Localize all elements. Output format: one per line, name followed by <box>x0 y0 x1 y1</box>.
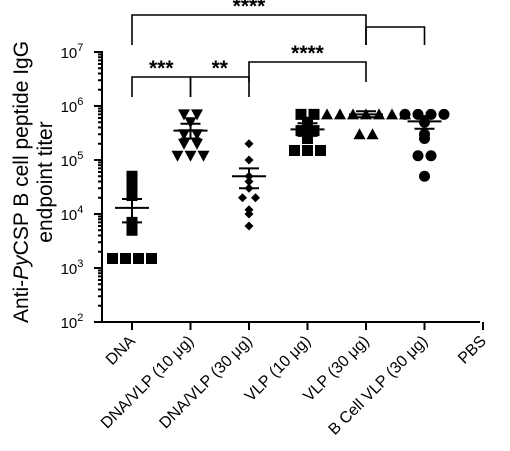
data-point <box>425 108 437 120</box>
data-point <box>244 155 254 165</box>
y-tick-label-7: 107 <box>61 42 84 62</box>
mean-sem-bars <box>115 110 442 224</box>
y-axis-label: Anti-PyCSP B cell peptide IgG <box>10 41 33 323</box>
data-point <box>133 252 144 264</box>
data-point <box>126 190 138 202</box>
comparison-bracket <box>131 14 367 45</box>
data-point <box>438 108 450 120</box>
x-category-label-6: PBS <box>455 333 490 368</box>
data-point <box>184 150 197 162</box>
data-point <box>191 129 203 141</box>
data-points <box>107 108 450 264</box>
data-point <box>321 108 333 120</box>
y-axis-title: Anti-PyCSP B cell peptide IgG endpoint t… <box>10 41 57 323</box>
data-point <box>353 128 366 140</box>
data-point <box>107 252 118 264</box>
data-point <box>302 133 313 145</box>
data-point <box>366 128 379 140</box>
data-point <box>197 150 210 162</box>
significance-label: *** <box>149 57 174 80</box>
comparison-bracket <box>365 26 426 45</box>
data-point <box>191 138 203 150</box>
data-point <box>295 108 307 120</box>
comparison-bracket <box>189 76 250 97</box>
data-point <box>126 170 138 182</box>
data-point <box>126 224 138 236</box>
data-point <box>302 144 313 156</box>
data-point <box>308 108 320 120</box>
data-point <box>178 129 190 141</box>
data-point <box>191 109 203 121</box>
data-point <box>120 252 131 264</box>
x-category-label-5: B Cell VLP (30 μg) <box>326 333 432 439</box>
data-point <box>412 108 424 120</box>
data-point <box>244 139 254 149</box>
significance-label: **** <box>291 42 325 65</box>
data-point <box>238 193 247 203</box>
significance-label: **** <box>233 0 267 18</box>
comparison-bracket <box>248 61 367 82</box>
y-axis-label-suffix: CSP B cell peptide IgG <box>10 41 33 255</box>
data-point <box>334 108 346 120</box>
data-point <box>251 193 260 203</box>
data-point <box>178 109 190 121</box>
data-point <box>412 150 424 162</box>
data-point <box>386 108 398 120</box>
data-point <box>419 133 430 145</box>
data-point <box>146 252 157 264</box>
data-point <box>178 138 190 150</box>
data-point <box>289 144 300 156</box>
data-point <box>419 170 430 182</box>
y-axis-label-line2: endpoint titer <box>34 121 57 242</box>
x-category-label-0: DNA <box>103 333 139 369</box>
data-point <box>244 221 254 231</box>
significance-brackets: ******* ****** <box>131 0 426 97</box>
data-point <box>126 179 138 191</box>
significance-label: ** <box>212 57 229 80</box>
y-axis-label-italic: Py <box>10 254 33 280</box>
data-point <box>425 150 437 162</box>
comparison-bracket <box>131 76 192 97</box>
y-axis-label-prefix: Anti- <box>10 280 33 323</box>
y-tick-label-4: 104 <box>61 204 84 224</box>
data-point <box>315 144 326 156</box>
data-point <box>308 125 320 137</box>
data-point <box>295 125 307 137</box>
y-tick-label-6: 106 <box>61 96 84 116</box>
data-point <box>244 209 254 219</box>
data-point <box>399 108 411 120</box>
data-point <box>171 150 184 162</box>
y-tick-label-5: 105 <box>61 150 84 170</box>
y-tick-label-3: 103 <box>61 258 84 278</box>
y-tick-label-2: 102 <box>61 312 84 332</box>
